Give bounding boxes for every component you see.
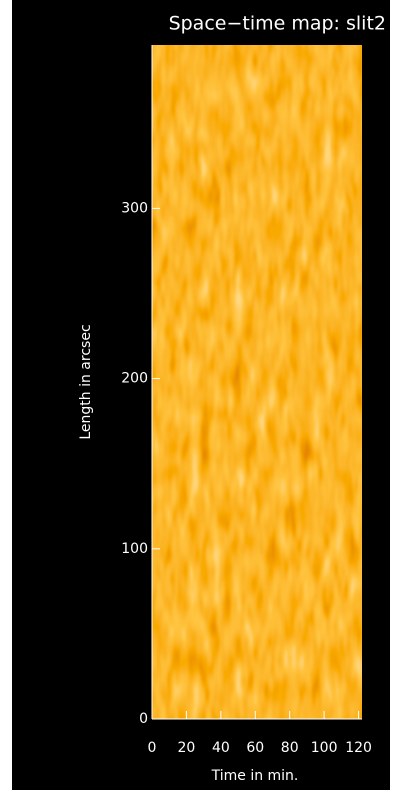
chart-title: Space−time map: slit2 bbox=[169, 13, 386, 35]
x-tick-label: 0 bbox=[148, 740, 157, 756]
x-tick-label: 80 bbox=[281, 740, 299, 756]
y-tick-label: 300 bbox=[121, 200, 148, 216]
x-tick-label: 20 bbox=[178, 740, 196, 756]
y-tick-label: 0 bbox=[139, 711, 148, 727]
y-tick-label: 200 bbox=[121, 371, 148, 387]
x-axis-label: Time in min. bbox=[211, 768, 299, 784]
y-tick-label: 100 bbox=[121, 541, 148, 557]
x-tick-label: 120 bbox=[345, 740, 372, 756]
x-tick-label: 40 bbox=[212, 740, 230, 756]
y-axis-label: Length in arcsec bbox=[78, 324, 94, 439]
x-tick-label: 100 bbox=[311, 740, 338, 756]
heatmap-image bbox=[152, 45, 362, 719]
x-tick-label: 60 bbox=[246, 740, 264, 756]
